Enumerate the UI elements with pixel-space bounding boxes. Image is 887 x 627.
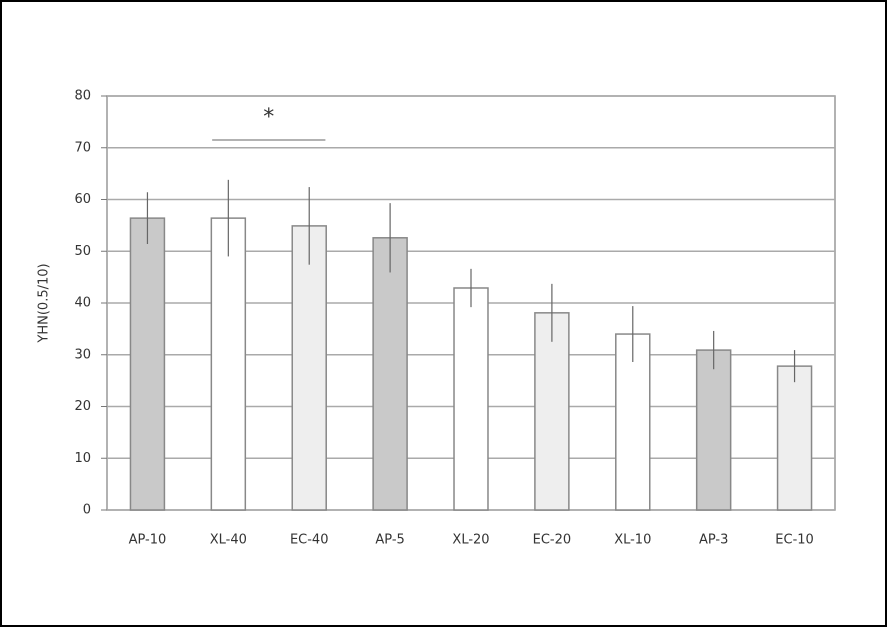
y-tick-label: 80 [74,89,91,104]
x-tick-label: XL-40 [210,533,247,548]
bar [534,312,570,511]
x-tick-label: AP-10 [129,533,167,548]
bar [776,365,813,511]
y-tick-label: 60 [74,192,91,207]
y-tick-label: 30 [74,347,91,362]
x-tick-label: AP-3 [699,533,728,548]
x-tick-label: EC-20 [533,533,572,548]
bar [372,237,408,511]
bar [695,349,732,511]
x-tick-label: XL-20 [452,533,489,548]
x-tick-label: EC-10 [775,533,814,548]
y-axis-label: YHN(0.5/10) [37,263,52,343]
y-tick-label: 20 [74,399,91,414]
x-tick-label: EC-40 [290,533,329,548]
bar [129,217,166,511]
x-tick-label: XL-10 [614,533,651,548]
y-tick-label: 40 [74,296,91,311]
y-tick-label: 70 [74,140,91,155]
y-tick-label: 0 [83,503,91,518]
x-tick-label: AP-5 [375,533,404,548]
y-tick-label: 50 [74,244,91,259]
significance-marker: * [263,105,274,130]
bar [210,217,247,511]
bar [453,287,489,511]
y-tick-label: 10 [74,451,91,466]
bar [291,225,327,511]
